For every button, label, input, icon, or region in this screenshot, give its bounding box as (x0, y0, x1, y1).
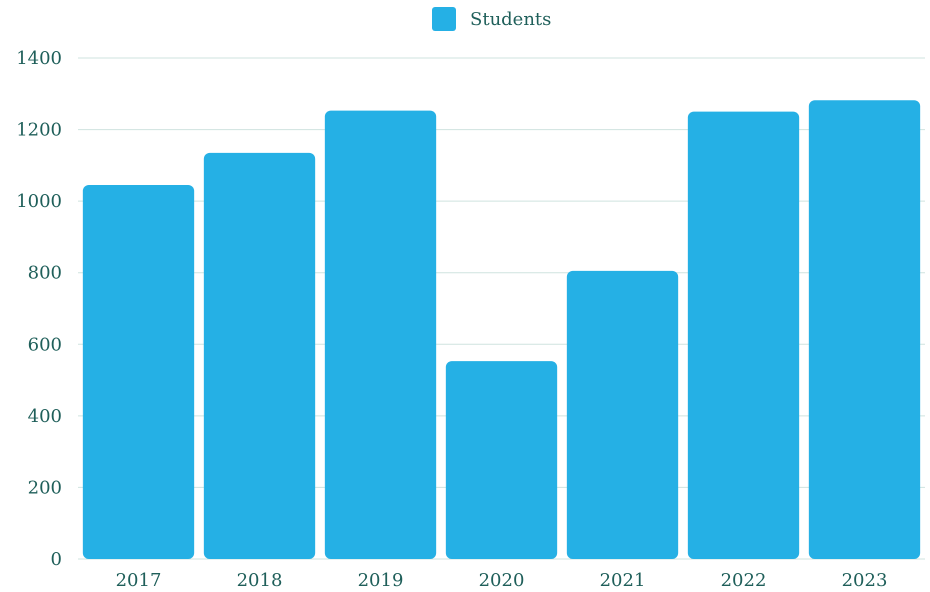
bars (82, 100, 921, 559)
bar-2019 (324, 110, 437, 559)
x-tick-label: 2023 (842, 570, 888, 591)
y-tick-label: 400 (28, 406, 62, 427)
y-tick-label: 1200 (16, 120, 62, 141)
x-tick-label: 2018 (237, 570, 283, 591)
y-tick-label: 1000 (16, 191, 62, 212)
bar-2018 (203, 152, 316, 559)
x-tick-label: 2022 (721, 570, 767, 591)
y-axis: 0 200 400 600 800 1000 1200 1400 (16, 48, 62, 570)
x-tick-label: 2019 (358, 570, 404, 591)
x-tick-label: 2021 (600, 570, 646, 591)
bar-2020 (445, 361, 558, 559)
legend: Students (432, 7, 551, 31)
x-tick-label: 2020 (479, 570, 525, 591)
y-tick-label: 600 (28, 334, 62, 355)
x-tick-label: 2017 (116, 570, 162, 591)
x-axis: 2017 2018 2019 2020 2021 2022 2023 (116, 570, 888, 591)
bar-2023 (808, 100, 921, 559)
y-tick-label: 1400 (16, 48, 62, 69)
legend-swatch (432, 7, 456, 31)
y-tick-label: 800 (28, 263, 62, 284)
y-tick-label: 0 (51, 549, 62, 570)
bar-2022 (687, 111, 800, 559)
y-tick-label: 200 (28, 477, 62, 498)
legend-label-students: Students (470, 9, 551, 30)
bar-2021 (566, 270, 679, 559)
bar-2017 (82, 185, 195, 559)
